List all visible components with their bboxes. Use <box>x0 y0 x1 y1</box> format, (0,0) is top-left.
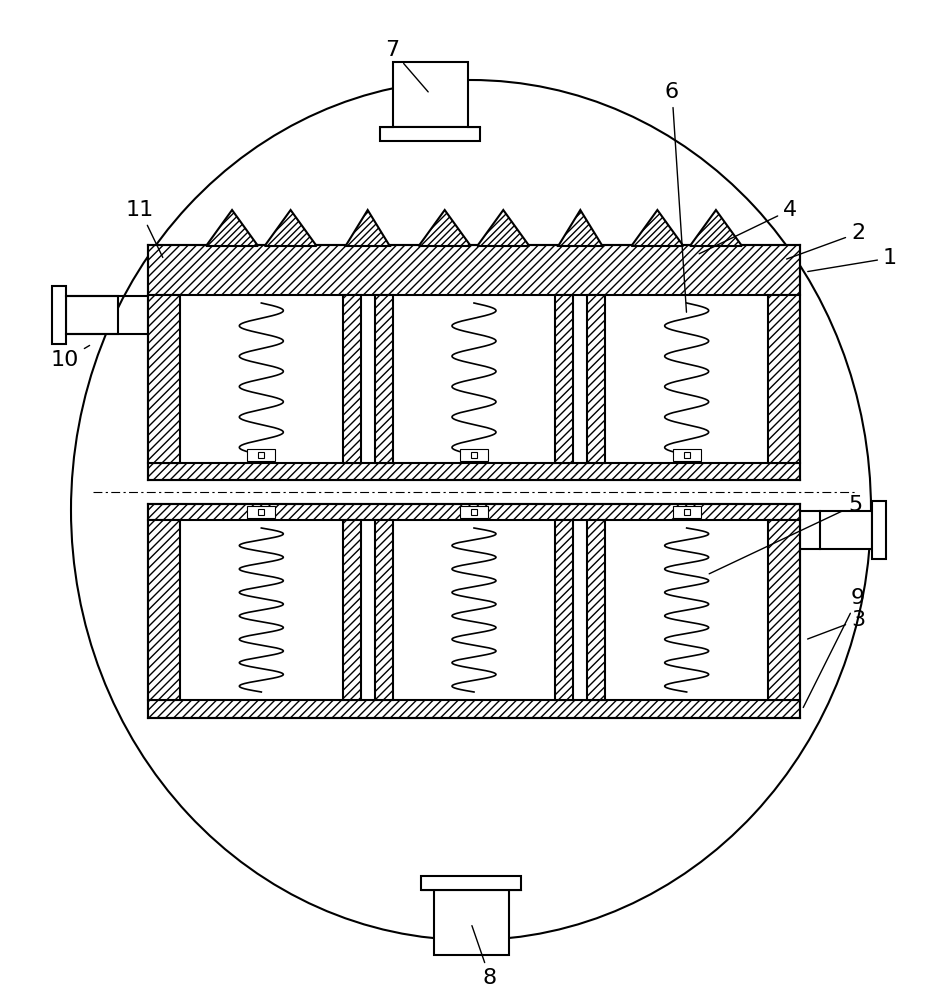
Bar <box>380 127 480 141</box>
Bar <box>573 295 587 463</box>
Bar <box>684 509 689 515</box>
Polygon shape <box>265 210 317 246</box>
Polygon shape <box>690 210 742 246</box>
Polygon shape <box>558 210 603 246</box>
Text: 1: 1 <box>808 248 897 272</box>
Text: 7: 7 <box>385 40 428 92</box>
Bar <box>180 295 342 463</box>
Bar <box>247 506 275 518</box>
Bar <box>768 295 800 463</box>
Bar <box>605 520 768 700</box>
Bar <box>820 511 872 549</box>
Polygon shape <box>477 210 529 246</box>
Bar <box>360 295 374 463</box>
Text: 4: 4 <box>699 200 797 254</box>
Text: 9: 9 <box>803 588 865 708</box>
Bar <box>374 295 392 463</box>
Bar <box>573 520 587 700</box>
Bar <box>180 520 342 700</box>
Bar <box>148 295 180 463</box>
Bar <box>421 876 521 890</box>
Bar <box>342 520 360 700</box>
Bar <box>768 520 800 700</box>
Bar <box>342 295 360 463</box>
Bar <box>555 520 573 700</box>
Bar <box>471 509 477 515</box>
Bar <box>258 509 264 515</box>
Bar <box>392 520 555 700</box>
Bar <box>471 452 477 458</box>
Polygon shape <box>207 210 258 246</box>
Text: 6: 6 <box>665 82 687 312</box>
Bar <box>66 296 118 334</box>
Bar <box>148 463 800 480</box>
Bar <box>460 449 488 461</box>
Bar <box>374 520 392 700</box>
Bar <box>247 449 275 461</box>
Text: 11: 11 <box>125 200 163 257</box>
Bar <box>460 506 488 518</box>
Bar <box>555 295 573 463</box>
Text: 2: 2 <box>786 223 865 259</box>
Bar <box>434 890 509 955</box>
Bar <box>672 449 701 461</box>
Bar <box>587 295 605 463</box>
Bar <box>393 62 468 127</box>
Bar <box>587 520 605 700</box>
Polygon shape <box>345 210 389 246</box>
Text: 3: 3 <box>807 610 865 639</box>
Bar <box>52 286 66 344</box>
Bar <box>872 501 886 559</box>
Bar <box>672 506 701 518</box>
Polygon shape <box>632 210 684 246</box>
Bar <box>148 700 800 718</box>
Polygon shape <box>419 210 471 246</box>
Bar <box>148 520 180 700</box>
Bar <box>392 295 555 463</box>
Bar <box>605 295 768 463</box>
Bar <box>684 452 689 458</box>
Text: 8: 8 <box>472 926 497 988</box>
Bar <box>148 504 800 520</box>
Bar <box>360 520 374 700</box>
Bar <box>148 245 800 295</box>
Text: 10: 10 <box>51 345 90 370</box>
Text: 5: 5 <box>709 495 862 574</box>
Bar <box>258 452 264 458</box>
